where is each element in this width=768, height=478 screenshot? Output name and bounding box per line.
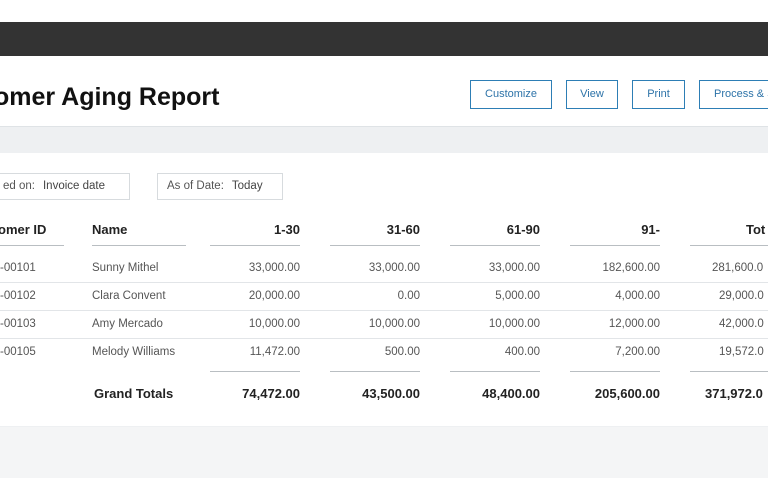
totals-divider (450, 371, 540, 372)
table-cell-total: 42,000.0 (719, 318, 764, 330)
table-cell-customer-id[interactable]: -00105 (0, 346, 36, 358)
based-on-filter[interactable]: ed on: Invoice date (0, 173, 130, 200)
table-cell-name[interactable]: Melody Williams (92, 346, 176, 358)
table-cell-name[interactable]: Sunny Mithel (92, 262, 159, 274)
table-cell-amount: 33,000.00 (368, 262, 420, 274)
table-cell-amount: 11,472.00 (249, 346, 300, 358)
as-of-date-filter[interactable]: As of Date: Today (157, 173, 283, 200)
table-cell-amount: 33,000.00 (488, 262, 540, 274)
print-button[interactable]: Print (632, 80, 685, 109)
based-on-label: ed on: (3, 180, 35, 192)
row-divider (0, 310, 768, 311)
table-cell-name[interactable]: Clara Convent (92, 290, 166, 302)
table-cell-amount: 500.00 (384, 346, 420, 358)
grand-total-31-60: 43,500.00 (362, 386, 420, 401)
header-underline (690, 245, 768, 246)
row-divider (0, 282, 768, 283)
column-header-31-60[interactable]: 31-60 (386, 222, 420, 237)
top-margin (0, 0, 768, 22)
table-cell-amount: 12,000.00 (608, 318, 660, 330)
table-cell-total: 281,600.0 (712, 262, 764, 274)
column-header-61-90[interactable]: 61-90 (506, 222, 540, 237)
table-cell-amount: 33,000.00 (248, 262, 300, 274)
as-of-date-label: As of Date: (167, 180, 224, 192)
customize-button[interactable]: Customize (470, 80, 552, 109)
as-of-date-value: Today (231, 180, 263, 192)
table-cell-total: 29,000.0 (719, 290, 764, 302)
based-on-value: Invoice date (42, 180, 105, 192)
table-cell-customer-id[interactable]: -00103 (0, 318, 36, 330)
table-cell-customer-id[interactable]: -00101 (0, 262, 36, 274)
totals-divider (570, 371, 660, 372)
grand-total-total: 371,972.0 (705, 386, 763, 401)
process-send-button[interactable]: Process & S (699, 80, 768, 109)
header-underline (450, 245, 540, 246)
grand-total-1-30: 74,472.00 (242, 386, 300, 401)
column-header-1-30[interactable]: 1-30 (273, 222, 300, 237)
header-underline (330, 245, 420, 246)
header-underline (570, 245, 660, 246)
table-cell-amount: 20,000.00 (248, 290, 300, 302)
table-cell-customer-id[interactable]: -00102 (0, 290, 36, 302)
bottom-shadow (0, 427, 768, 478)
header-underline (0, 245, 64, 246)
column-header-name[interactable]: Name (92, 222, 128, 237)
table-cell-total: 19,572.0 (719, 346, 764, 358)
grand-total-61-90: 48,400.00 (482, 386, 540, 401)
grand-total-91-plus: 205,600.00 (594, 386, 660, 401)
table-cell-amount: 5,000.00 (495, 290, 540, 302)
table-cell-amount: 0.00 (397, 290, 420, 302)
page-title: omer Aging Report (0, 83, 220, 111)
table-cell-amount: 182,600.00 (602, 262, 660, 274)
header-underline (210, 245, 300, 246)
column-header-total[interactable]: Tot (746, 222, 766, 237)
table-cell-amount: 10,000.00 (488, 318, 540, 330)
totals-divider (690, 371, 768, 372)
app-top-bar (0, 22, 768, 56)
totals-divider (330, 371, 420, 372)
column-header-91-plus[interactable]: 91- (641, 222, 660, 237)
table-cell-amount: 10,000.00 (248, 318, 300, 330)
table-cell-amount: 7,200.00 (615, 346, 660, 358)
totals-divider (210, 371, 300, 372)
table-cell-amount: 10,000.00 (368, 318, 420, 330)
view-button[interactable]: View (566, 80, 618, 109)
table-cell-name[interactable]: Amy Mercado (92, 318, 163, 330)
grand-totals-label: Grand Totals (94, 386, 174, 401)
row-divider (0, 338, 768, 339)
column-header-customer-id[interactable]: omer ID (0, 222, 47, 237)
table-cell-amount: 400.00 (504, 346, 540, 358)
header-underline (92, 245, 186, 246)
table-cell-amount: 4,000.00 (615, 290, 660, 302)
